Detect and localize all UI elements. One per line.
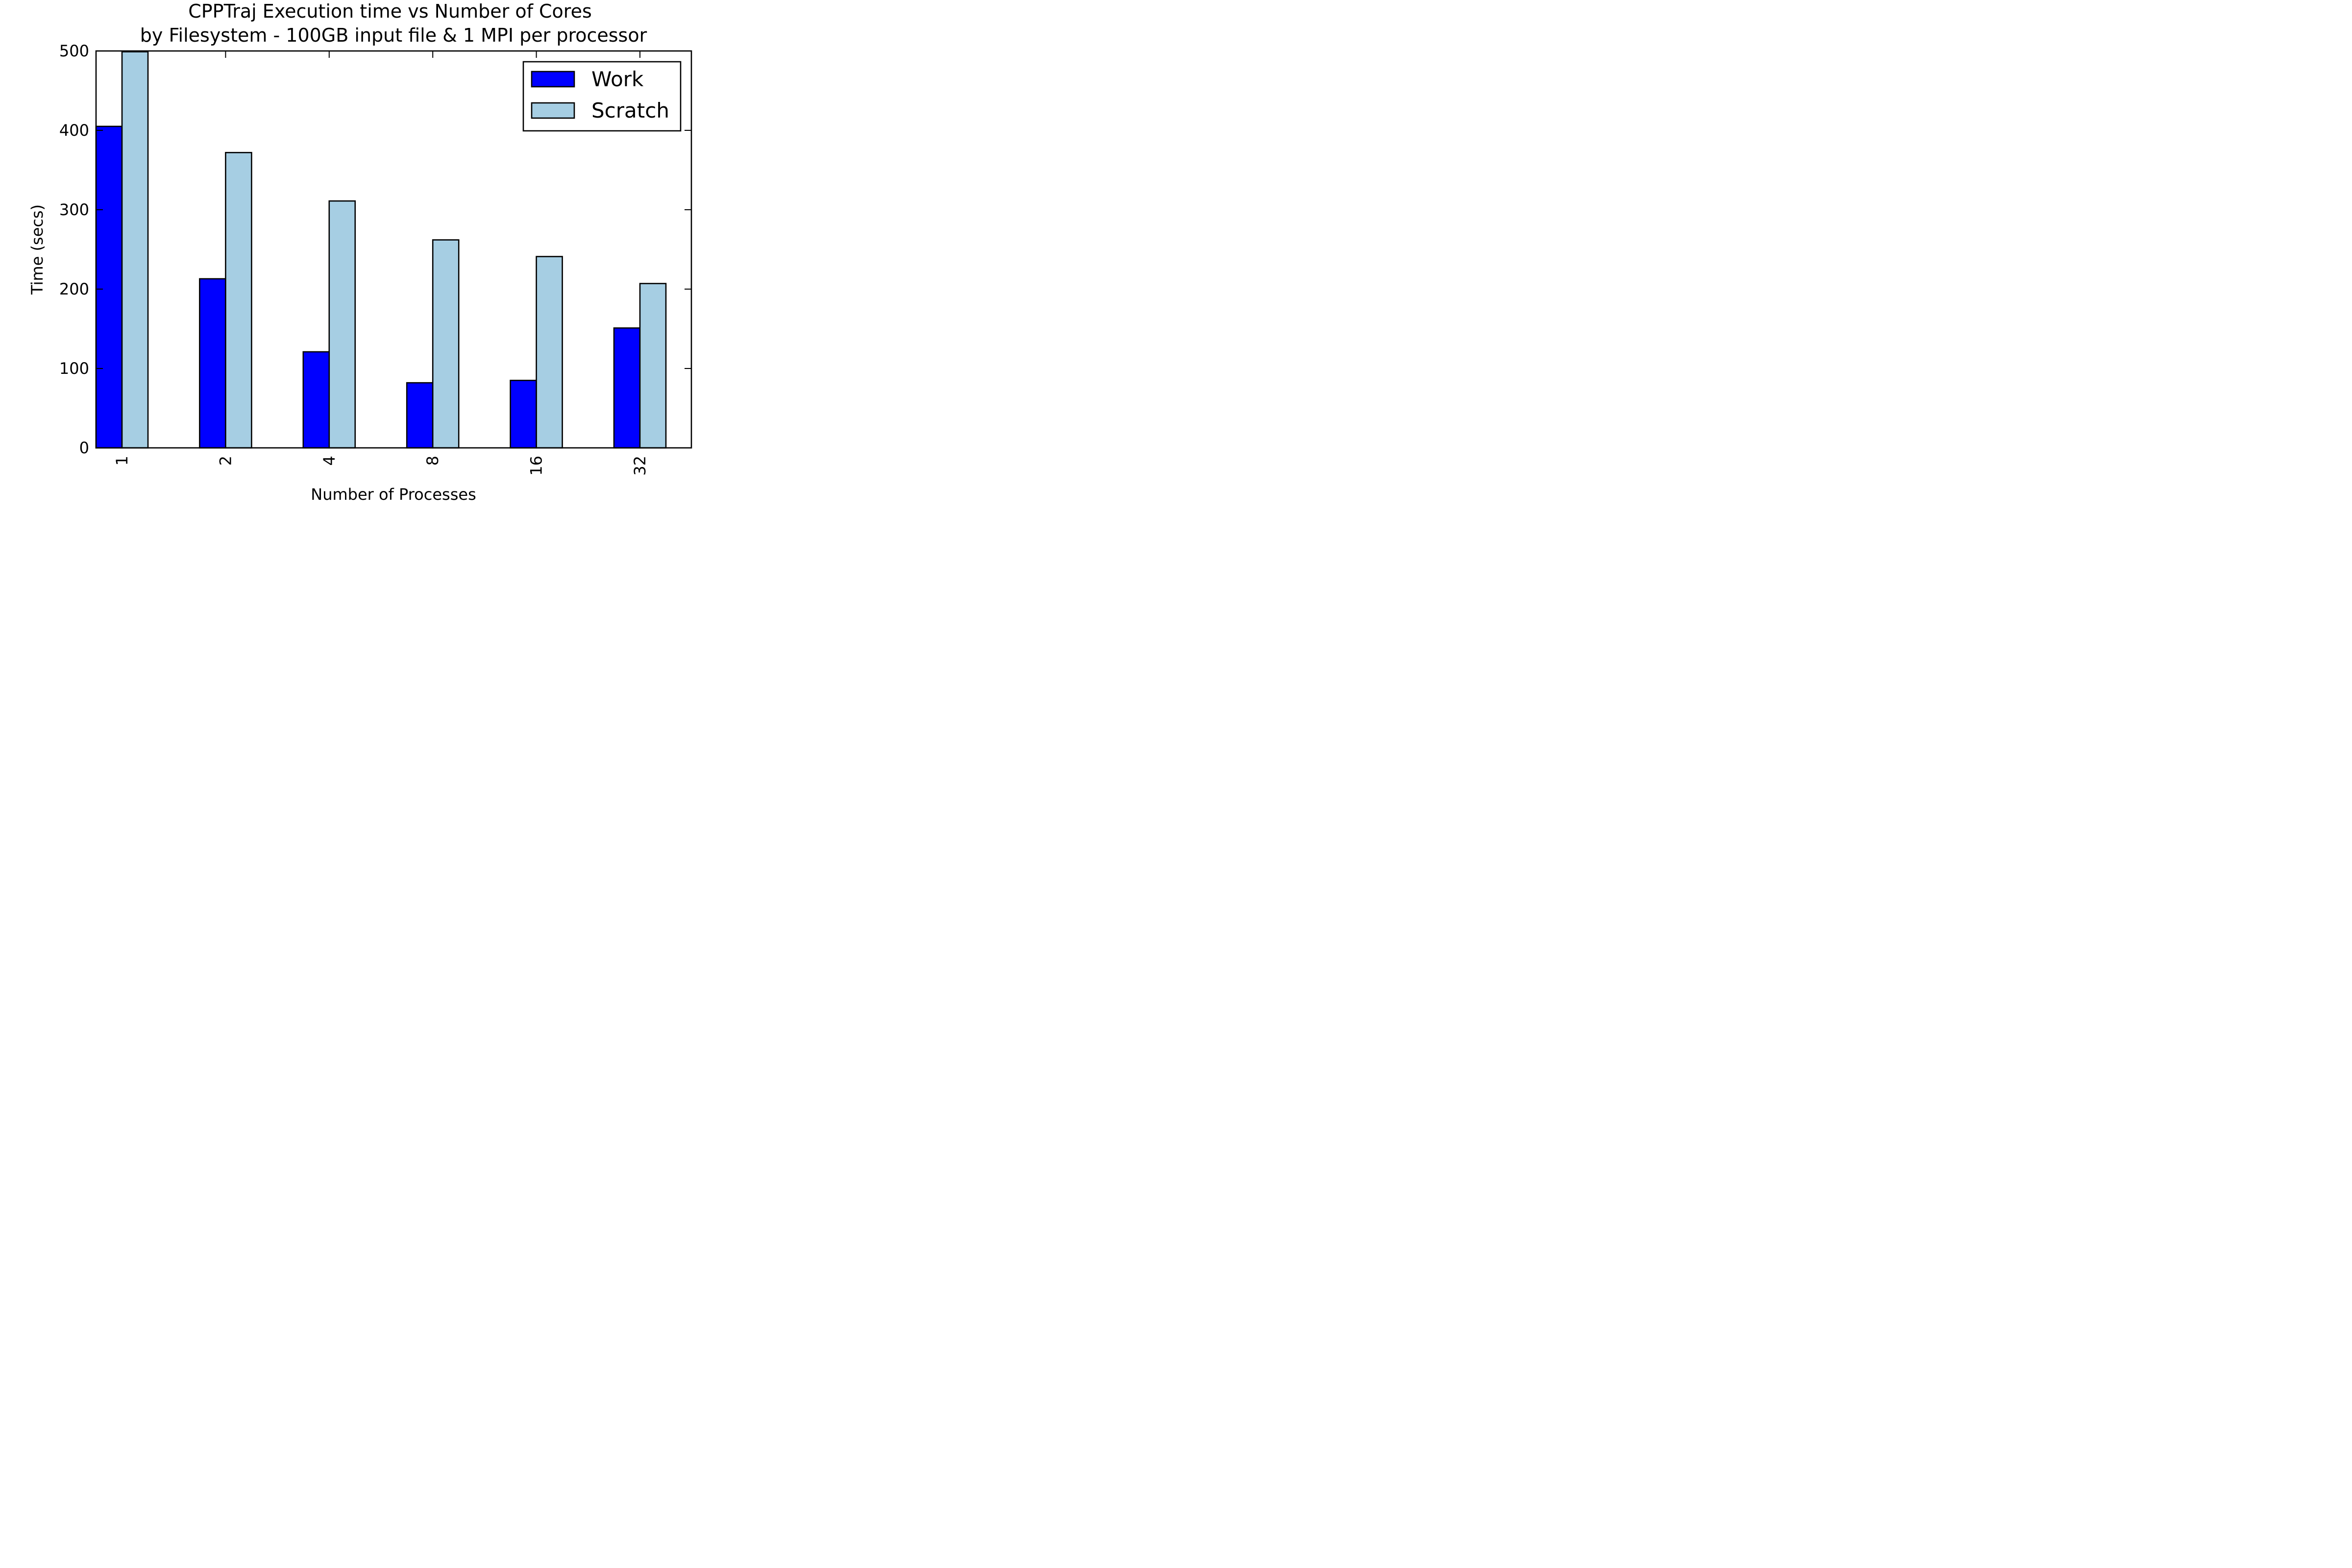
bar-work-2 bbox=[199, 278, 226, 449]
y-tick-label: 100 bbox=[59, 359, 89, 378]
x-tick-label: 32 bbox=[631, 456, 649, 476]
x-tick-label: 1 bbox=[113, 456, 131, 466]
y-axis-ticks: 0 100 200 300 400 500 bbox=[59, 42, 691, 457]
bar-work-8 bbox=[406, 382, 434, 449]
chart-title: CPPTraj Execution time vs Number of Core… bbox=[188, 0, 592, 22]
x-tick-label: 2 bbox=[216, 456, 235, 466]
bar-work-1 bbox=[95, 125, 123, 449]
plot-frame bbox=[95, 50, 692, 449]
bar-work-32 bbox=[613, 327, 641, 449]
x-tick-label: 16 bbox=[527, 456, 546, 476]
y-tick-label: 300 bbox=[59, 200, 89, 219]
legend-label-scratch: Scratch bbox=[591, 98, 669, 122]
legend-label-work: Work bbox=[591, 67, 644, 91]
x-axis-ticks: 1 2 4 8 16 32 bbox=[113, 51, 649, 476]
y-tick-label: 0 bbox=[79, 439, 89, 457]
bar-work-4 bbox=[302, 351, 330, 449]
bar-scratch-16 bbox=[536, 256, 563, 449]
x-tick-label: 8 bbox=[423, 456, 442, 466]
y-tick-label: 500 bbox=[59, 42, 89, 60]
bar-scratch-8 bbox=[432, 239, 460, 449]
y-tick-label: 400 bbox=[59, 121, 89, 140]
y-tick-label: 200 bbox=[59, 280, 89, 298]
x-tick-label: 4 bbox=[320, 456, 339, 466]
x-axis-label: Number of Processes bbox=[311, 485, 476, 504]
legend-swatch-scratch bbox=[531, 102, 575, 119]
bar-scratch-4 bbox=[328, 200, 356, 449]
bar-chart: CPPTraj Execution time vs Number of Core… bbox=[28, 0, 692, 504]
legend-swatch-work bbox=[531, 71, 575, 88]
legend: Work Scratch bbox=[522, 61, 682, 132]
bar-scratch-2 bbox=[225, 152, 252, 449]
bar-work-16 bbox=[510, 379, 537, 449]
bars-group bbox=[95, 51, 667, 449]
y-axis-label: Time (secs) bbox=[28, 204, 47, 295]
bar-scratch-32 bbox=[639, 283, 667, 449]
chart-subtitle: by Filesystem - 100GB input file & 1 MPI… bbox=[140, 24, 647, 46]
bar-scratch-1 bbox=[121, 51, 149, 449]
